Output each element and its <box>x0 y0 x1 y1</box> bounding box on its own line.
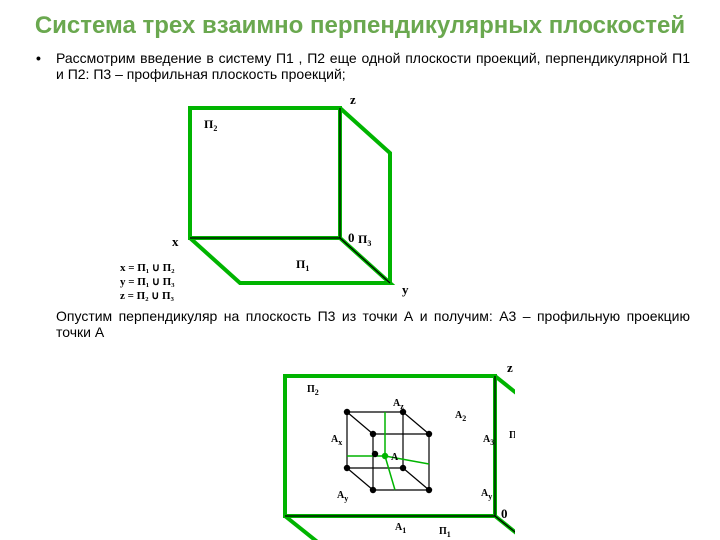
conclusion-text: Опустим перпендикуляр на плоскость П3 из… <box>56 308 690 340</box>
svg-text:A3: A3 <box>483 434 494 447</box>
svg-text:x = П₁ ∪ П₂: x = П₁ ∪ П₂ <box>120 262 175 274</box>
svg-text:A1: A1 <box>395 522 406 535</box>
intro-text: Рассмотрим введение в систему П1 , П2 ещ… <box>56 50 690 82</box>
page-title: Система трех взаимно перпендикулярных пл… <box>30 12 690 40</box>
svg-text:П3: П3 <box>358 232 371 248</box>
diagram-three-planes: z x y 0 П1 П2 П3 x = П₁ ∪ П₂ y = П₁ ∪ П₃ z = П₂ ∪… <box>100 88 460 308</box>
svg-text:Ay: Ay <box>337 490 348 503</box>
svg-text:0: 0 <box>348 230 355 245</box>
svg-text:z: z <box>350 92 356 107</box>
svg-text:П2: П2 <box>307 384 319 397</box>
svg-text:Ay: Ay <box>481 488 492 501</box>
svg-text:Ax: Ax <box>331 434 342 447</box>
svg-text:x: x <box>172 234 179 249</box>
bullet-icon: • <box>36 50 41 66</box>
svg-text:z: z <box>507 360 513 375</box>
svg-text:z = П₂ ∪ П₃: z = П₂ ∪ П₃ <box>120 290 175 302</box>
svg-text:A: A <box>391 452 399 463</box>
svg-text:П3: П3 <box>509 430 515 443</box>
svg-text:П1: П1 <box>439 526 451 539</box>
svg-text:П1: П1 <box>296 257 309 273</box>
svg-text:П2: П2 <box>204 117 217 133</box>
diagram-point-projection: zy0AП2П3П1AzA2A3AxAyA1Ay <box>205 346 515 540</box>
svg-text:A2: A2 <box>455 410 466 423</box>
svg-text:y: y <box>402 282 409 297</box>
svg-text:y = П₁ ∪ П₃: y = П₁ ∪ П₃ <box>120 276 175 288</box>
intro-paragraph: • Рассмотрим введение в систему П1 , П2 … <box>30 50 690 82</box>
svg-text:Az: Az <box>393 398 404 411</box>
svg-text:0: 0 <box>501 506 508 521</box>
conclusion-paragraph: Опустим перпендикуляр на плоскость П3 из… <box>30 308 690 340</box>
